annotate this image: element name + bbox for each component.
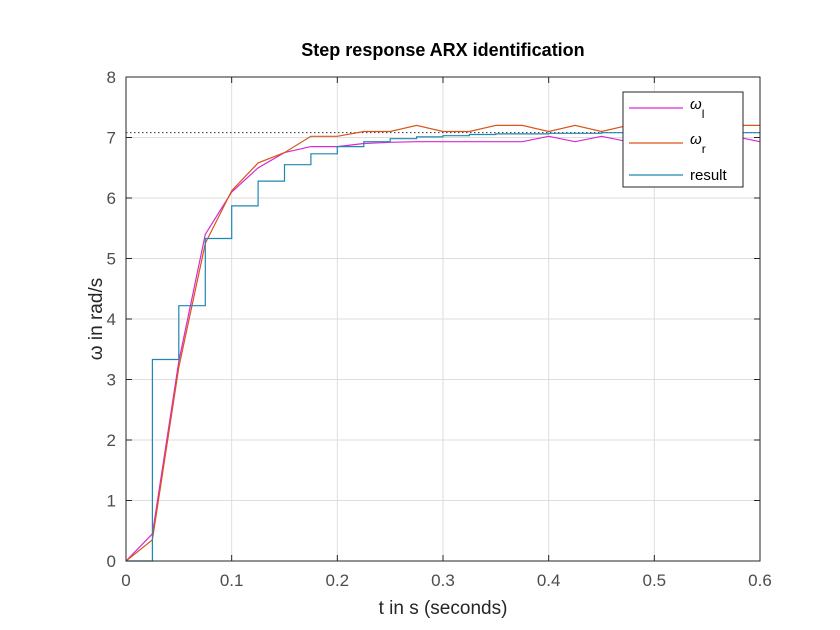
x-tick-label: 0.6	[748, 571, 772, 590]
y-tick-label: 8	[107, 68, 116, 87]
y-tick-label: 5	[107, 250, 116, 269]
x-tick-label: 0.2	[326, 571, 350, 590]
y-tick-label: 7	[107, 129, 116, 148]
y-axis-label: ω in rad/s	[86, 278, 107, 360]
y-tick-label: 6	[107, 189, 116, 208]
tick-marks	[125, 76, 761, 562]
legend[interactable]: ωl ωr result	[622, 91, 744, 188]
legend-label: ωl	[690, 96, 704, 121]
x-tick-label: 0.1	[220, 571, 244, 590]
legend-item-2: ωr	[629, 131, 706, 156]
y-tick-labels: 0 1 2 3 4 5 6 7 8	[107, 68, 116, 571]
x-tick-label: 0	[121, 571, 130, 590]
y-tick-label: 1	[107, 492, 116, 511]
legend-items: ωl ωr result	[629, 96, 728, 184]
x-tick-label: 0.4	[537, 571, 561, 590]
legend-label: ωr	[690, 131, 706, 156]
chart-title: Step response ARX identification	[301, 40, 584, 60]
legend-item-1: ωl	[629, 96, 704, 121]
x-tick-label: 0.3	[431, 571, 455, 590]
legend-label: result	[690, 167, 728, 184]
legend-item-3: result	[629, 167, 728, 184]
x-tick-label: 0.5	[643, 571, 667, 590]
y-tick-label: 0	[107, 552, 116, 571]
grid	[126, 77, 760, 561]
x-tick-labels: 0 0.1 0.2 0.3 0.4 0.5 0.6	[121, 571, 772, 590]
series-line-3	[126, 132, 760, 562]
y-tick-label: 4	[107, 310, 116, 329]
y-tick-label: 3	[107, 371, 116, 390]
y-tick-label: 2	[107, 431, 116, 450]
x-axis-label: t in s (seconds)	[379, 598, 508, 619]
